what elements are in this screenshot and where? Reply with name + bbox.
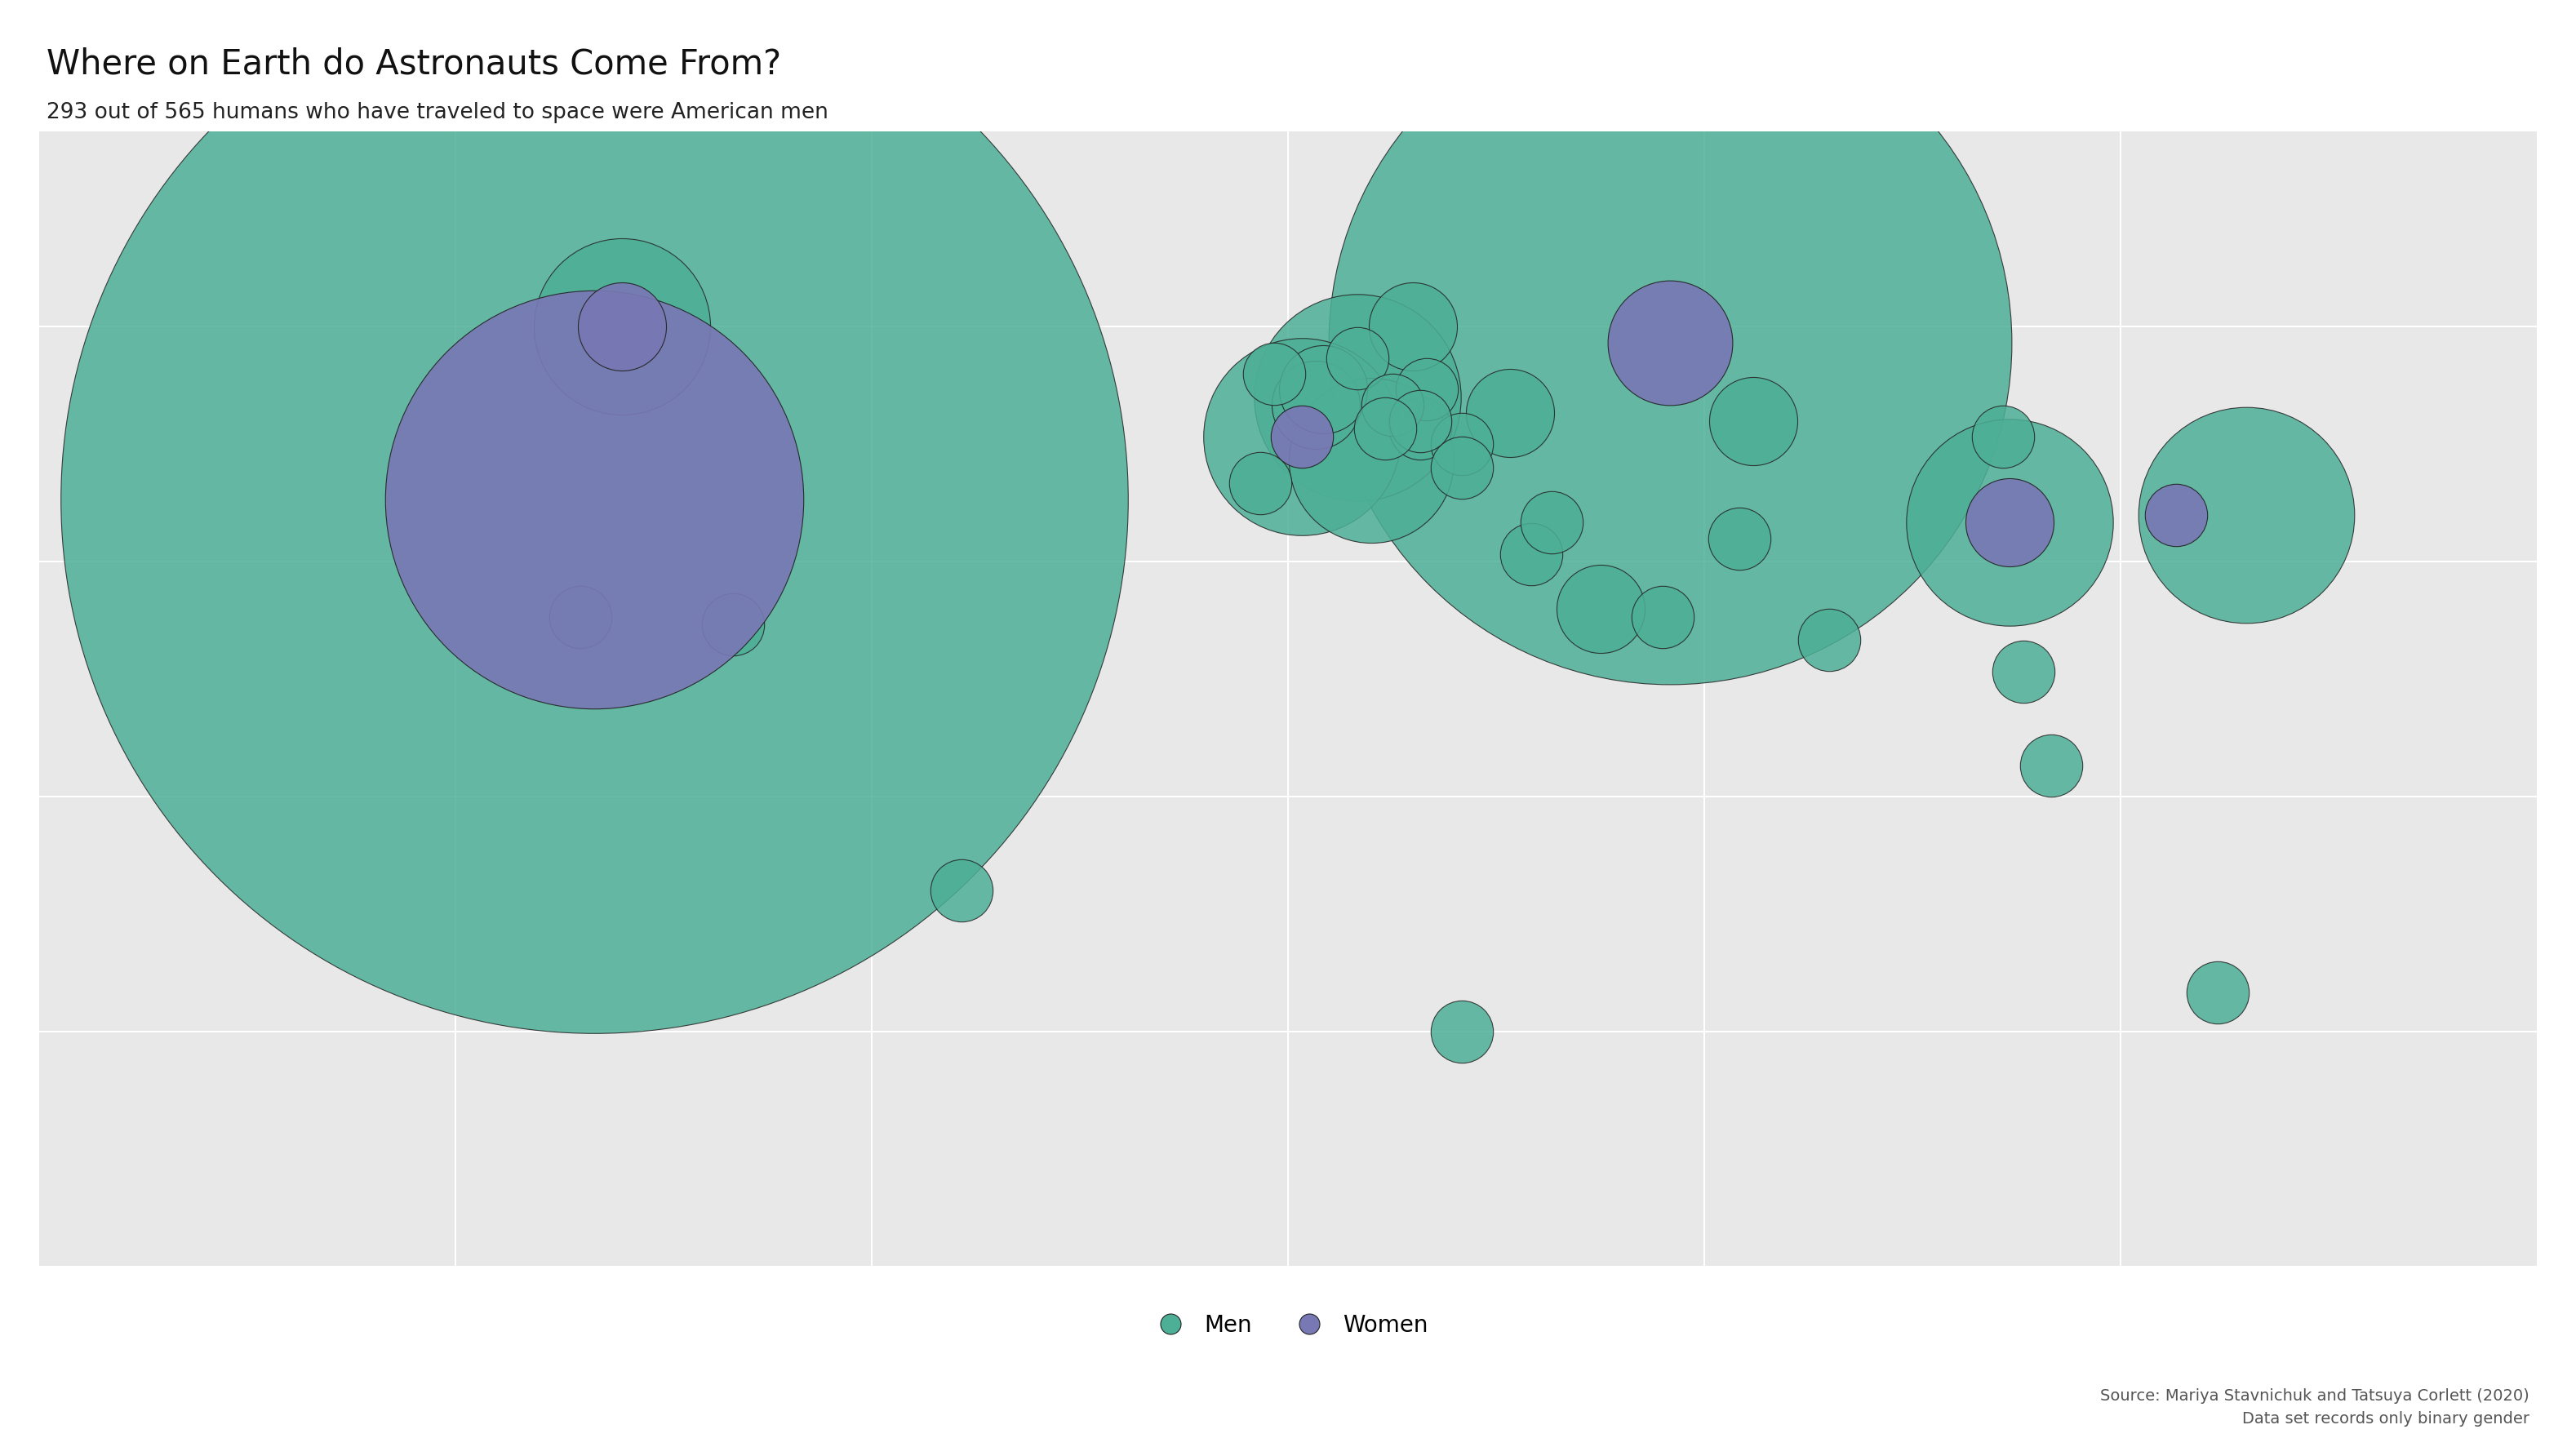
- Point: [2156, 504, 2197, 527]
- Point: [1365, 416, 1406, 440]
- Point: [1734, 409, 1775, 432]
- Point: [1391, 314, 1432, 338]
- Point: [559, 606, 600, 629]
- Point: [1296, 393, 1337, 416]
- Point: [1370, 393, 1412, 416]
- Point: [2030, 754, 2071, 778]
- Point: [2226, 504, 2267, 527]
- Point: [1649, 331, 1690, 354]
- Point: [1579, 597, 1620, 620]
- Point: [1530, 511, 1571, 534]
- Legend: Men, Women: Men, Women: [1139, 1305, 1437, 1345]
- Point: [1989, 511, 2030, 534]
- Text: Source: Mariya Stavnichuk and Tatsuya Corlett (2020)
Data set records only binar: Source: Mariya Stavnichuk and Tatsuya Co…: [2099, 1389, 2530, 1427]
- Text: 293 out of 565 humans who have traveled to space were American men: 293 out of 565 humans who have traveled …: [46, 102, 829, 124]
- Point: [1239, 472, 1280, 495]
- Point: [711, 613, 752, 636]
- Point: [1984, 425, 2025, 448]
- Point: [600, 314, 641, 338]
- Point: [1718, 527, 1759, 550]
- Point: [1255, 363, 1296, 386]
- Text: Where on Earth do Astronauts Come From?: Where on Earth do Astronauts Come From?: [46, 47, 781, 82]
- Point: [1350, 448, 1391, 472]
- Point: [1399, 409, 1440, 432]
- Point: [2197, 981, 2239, 1005]
- Point: [1808, 629, 1850, 652]
- Point: [1989, 511, 2030, 534]
- Point: [1406, 379, 1448, 402]
- Point: [1489, 402, 1530, 425]
- Point: [1280, 425, 1321, 448]
- Point: [1643, 606, 1685, 629]
- Point: [1301, 379, 1342, 402]
- Point: [1399, 416, 1440, 440]
- Point: [1337, 347, 1378, 370]
- Point: [1649, 331, 1690, 354]
- Point: [2004, 660, 2045, 683]
- Point: [1510, 542, 1551, 565]
- Point: [574, 488, 616, 511]
- Point: [1440, 1021, 1481, 1044]
- Point: [1440, 456, 1481, 479]
- Point: [1337, 386, 1378, 409]
- Point: [574, 488, 616, 511]
- Point: [1280, 425, 1321, 448]
- Point: [940, 879, 981, 903]
- Point: [600, 314, 641, 338]
- Point: [1440, 432, 1481, 456]
